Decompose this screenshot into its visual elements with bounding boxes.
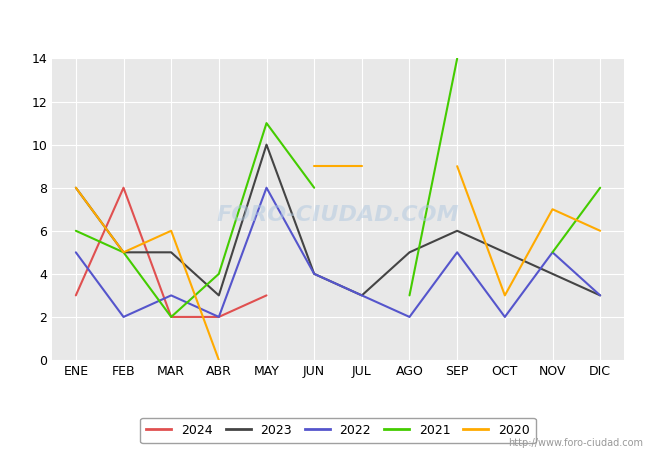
Text: FORO-CIUDAD.COM: FORO-CIUDAD.COM	[216, 205, 460, 225]
Text: Matriculaciones de Vehiculos en Novés: Matriculaciones de Vehiculos en Novés	[150, 14, 500, 33]
Legend: 2024, 2023, 2022, 2021, 2020: 2024, 2023, 2022, 2021, 2020	[140, 418, 536, 443]
Text: http://www.foro-ciudad.com: http://www.foro-ciudad.com	[508, 438, 644, 448]
